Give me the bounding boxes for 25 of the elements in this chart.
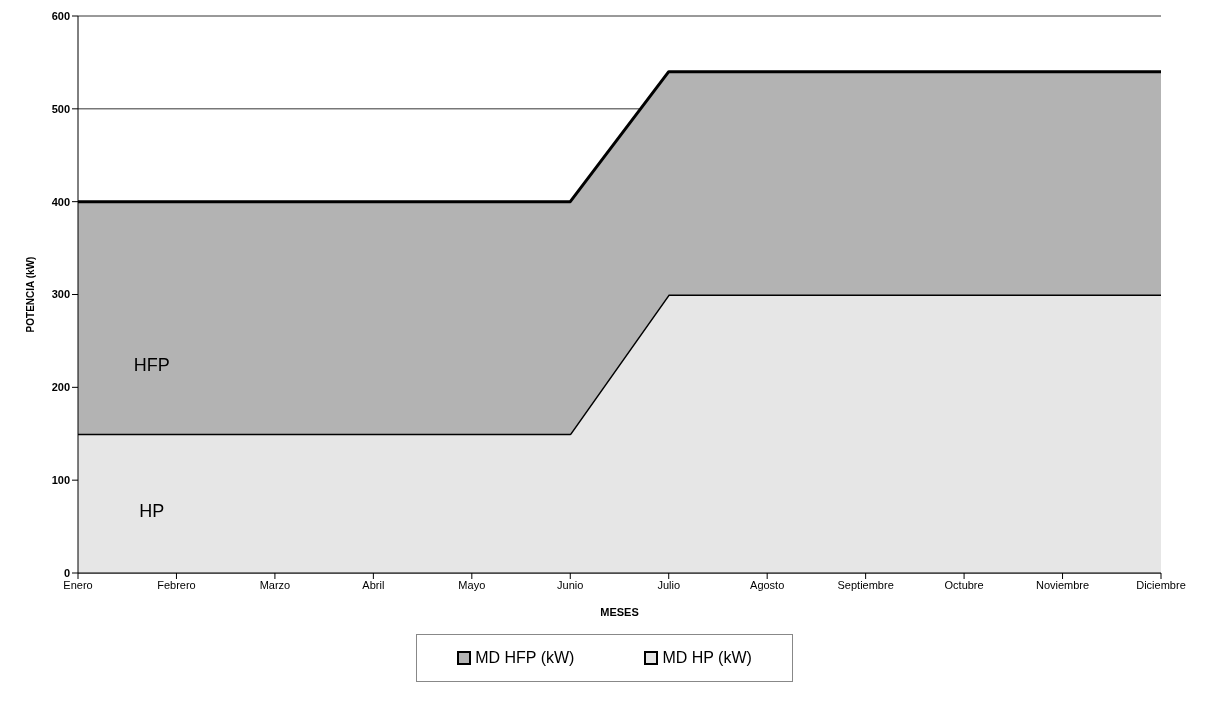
y-axis-title: POTENCIA (kW) [24, 256, 36, 333]
y-tick-label: 200 [51, 381, 70, 394]
annotation: HFP [133, 354, 170, 375]
y-tick-label: 100 [51, 474, 70, 487]
x-tick-label: Noviembre [1035, 578, 1090, 591]
y-tick-label: 400 [51, 195, 70, 208]
legend-label: MD HFP (kW) [474, 649, 575, 667]
y-tick-label: 600 [51, 9, 70, 22]
y-tick-label: 0 [63, 566, 70, 579]
x-tick-label: Mayo [458, 578, 486, 591]
legend-label: MD HP (kW) [661, 649, 752, 667]
y-tick-label: 500 [51, 102, 70, 115]
x-tick-label: Abril [362, 578, 385, 591]
annotation: HP [139, 500, 165, 521]
x-tick-label: Octubre [944, 578, 984, 591]
x-tick-label: Junio [557, 578, 584, 591]
x-axis-title: MESES [600, 606, 639, 618]
x-tick-label: Diciembre [1136, 578, 1186, 591]
x-tick-label: Agosto [750, 578, 785, 591]
x-tick-label: Marzo [259, 578, 291, 591]
x-tick-label: Septiembre [837, 578, 894, 591]
x-tick-label: Julio [657, 578, 681, 591]
y-tick-label: 300 [51, 288, 70, 301]
x-tick-label: Enero [63, 578, 93, 591]
x-tick-label: Febrero [157, 578, 196, 591]
